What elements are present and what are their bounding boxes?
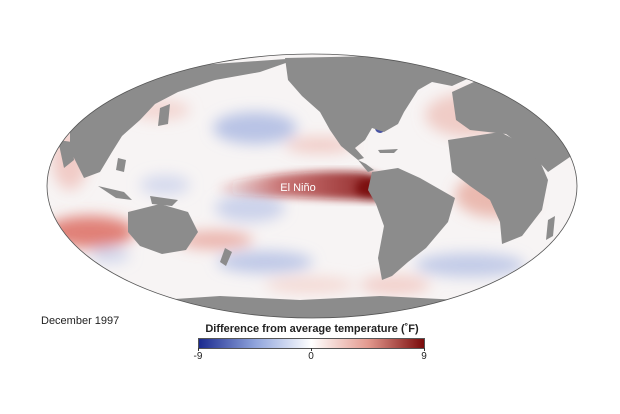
legend-mid-label: 0 <box>308 351 314 362</box>
india-land <box>58 140 74 168</box>
africa-land <box>448 132 548 244</box>
globe-outline <box>46 53 578 319</box>
cuba-land <box>378 149 398 153</box>
legend-title: Difference from average temperature (˚F) <box>205 323 419 335</box>
indonesia-land <box>98 186 132 200</box>
madagascar-land <box>546 216 555 240</box>
south-america-land <box>368 168 455 280</box>
legend-tick-mid <box>311 348 312 351</box>
legend-tick-min <box>198 348 199 351</box>
north-america-land <box>285 54 478 160</box>
new-zealand-land <box>220 248 232 266</box>
new-guinea-land <box>150 196 178 206</box>
el-nino-label: El Niño <box>280 182 315 194</box>
japan-land <box>158 104 170 126</box>
australia-land <box>128 204 198 254</box>
legend-max-label: 9 <box>421 351 427 362</box>
central-america-land <box>358 160 374 172</box>
legend-tick-max <box>424 348 425 351</box>
date-label: December 1997 <box>41 315 120 327</box>
philippines-land <box>116 158 126 172</box>
legend-min-label: -9 <box>193 351 203 362</box>
